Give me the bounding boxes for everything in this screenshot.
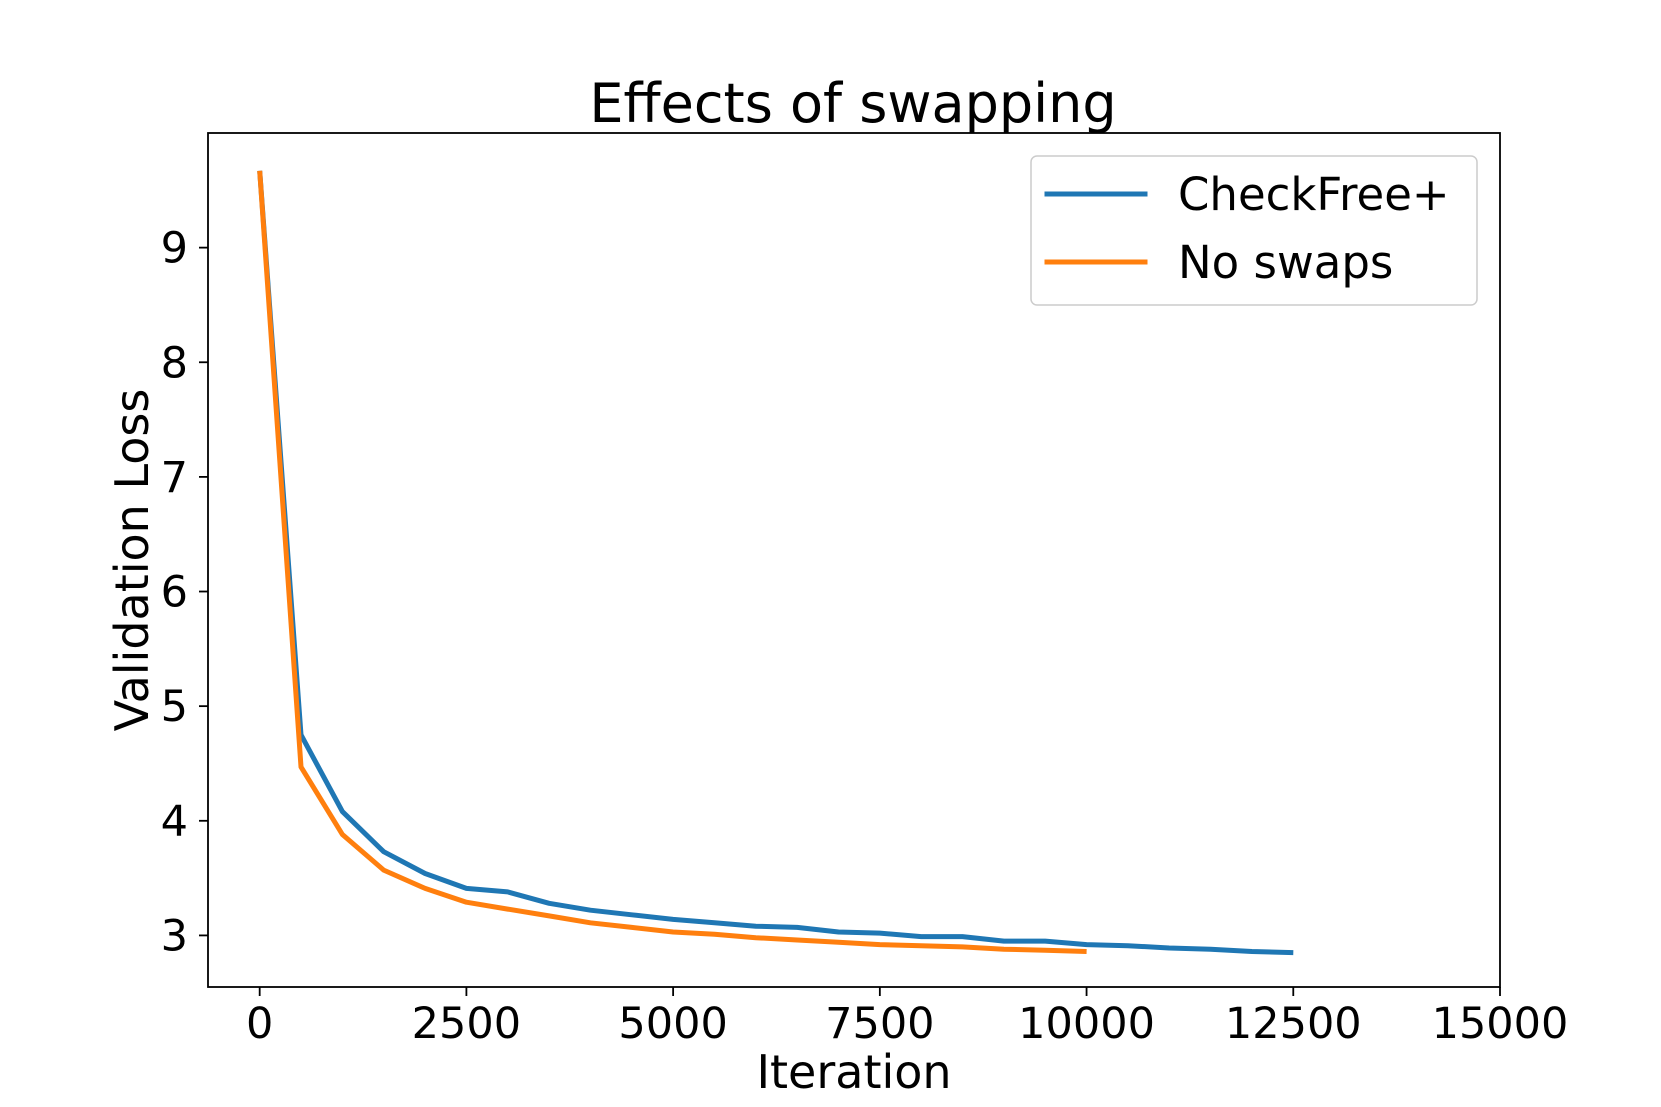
y-tick-label: 8	[161, 338, 188, 388]
x-tick-label: 5000	[618, 999, 727, 1049]
x-axis-label: Iteration	[756, 1045, 951, 1099]
legend-label-checkfree: CheckFree+	[1178, 168, 1450, 221]
series-line-no-swaps	[257, 170, 1087, 954]
legend: CheckFree+ No swaps	[1030, 155, 1478, 306]
y-tick-label: 6	[161, 568, 188, 618]
series-layer	[257, 170, 1294, 956]
y-tick-label: 9	[161, 224, 188, 274]
x-axis: 0 2500 5000 7500 10000 12500 15000	[246, 987, 1568, 1049]
x-tick-label: 10000	[1018, 999, 1155, 1049]
y-axis: 3 4 5 6 7 8 9	[161, 224, 208, 961]
plot-frame	[207, 132, 1501, 988]
y-tick-label: 4	[161, 797, 188, 847]
x-tick-label: 15000	[1432, 999, 1569, 1049]
x-tick-label: 2500	[412, 999, 521, 1049]
legend-label-no-swaps: No swaps	[1178, 236, 1393, 289]
series-line-checkfree	[257, 170, 1294, 956]
y-tick-label: 3	[161, 911, 188, 961]
y-tick-label: 5	[161, 682, 188, 732]
x-tick-label: 0	[246, 999, 273, 1049]
x-tick-label: 7500	[825, 999, 934, 1049]
x-tick-label: 12500	[1225, 999, 1362, 1049]
y-tick-label: 7	[161, 453, 188, 503]
y-axis-label: Validation Loss	[105, 389, 159, 732]
chart-title: Effects of swapping	[589, 72, 1116, 135]
